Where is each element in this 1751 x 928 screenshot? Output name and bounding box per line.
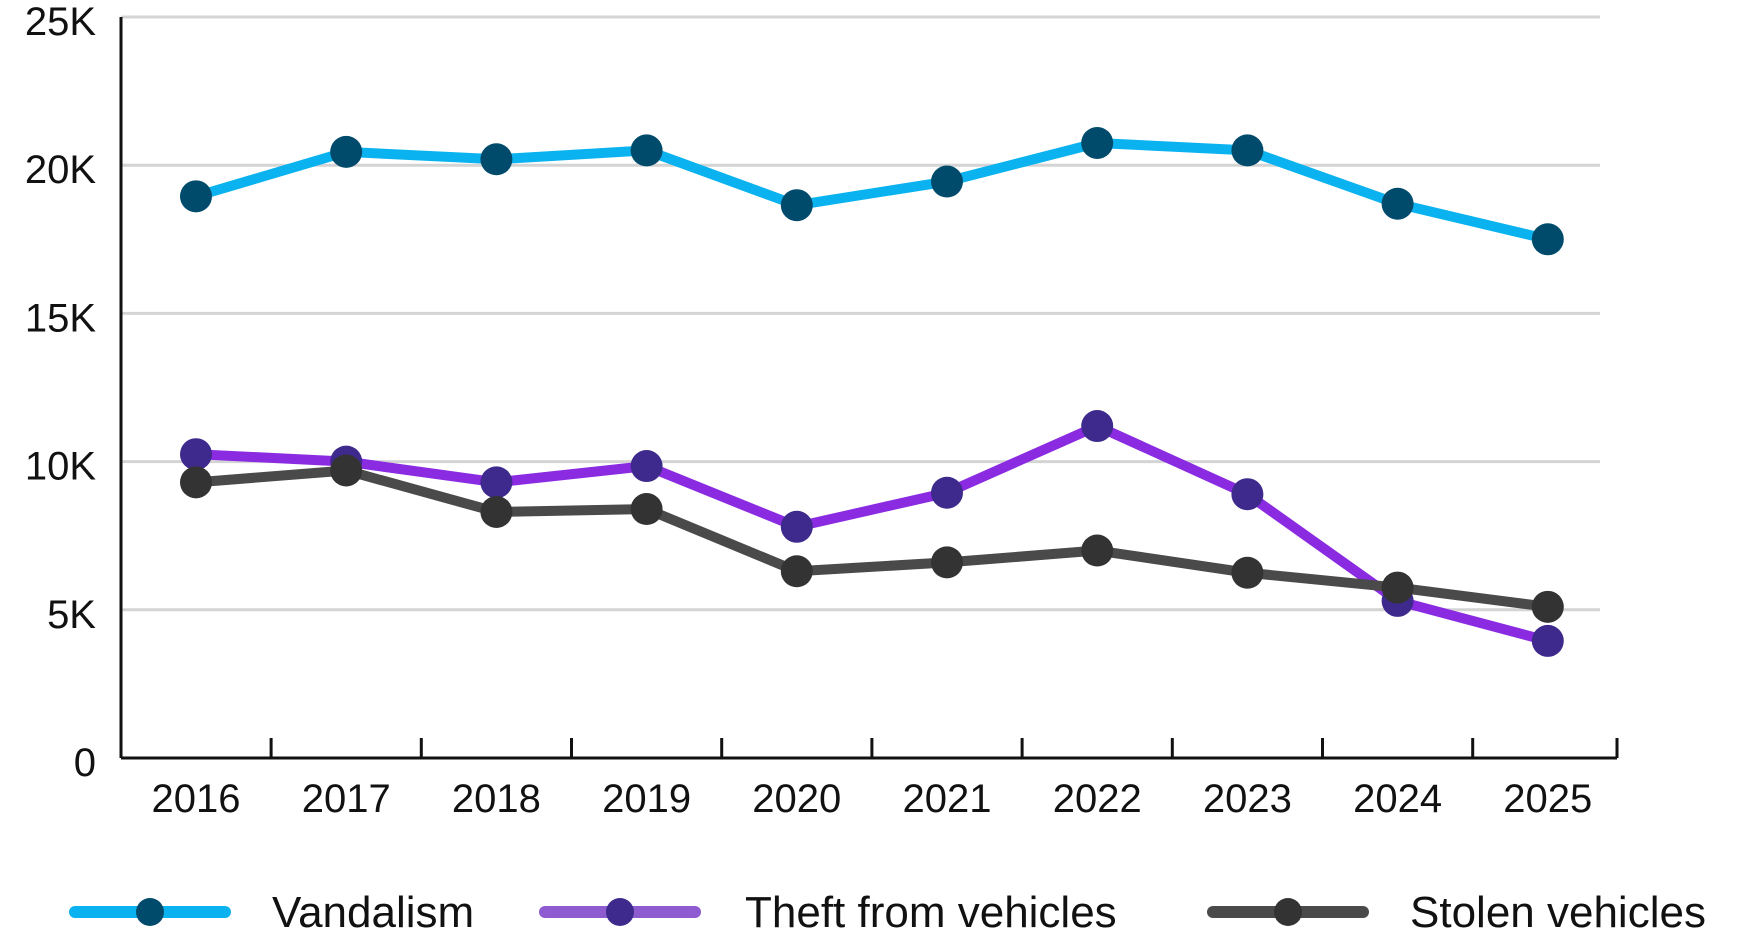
data-point-stolen-vehicles-2016 bbox=[180, 466, 212, 499]
data-point-stolen-vehicles-2017 bbox=[330, 454, 363, 487]
x-tick-label-2019: 2019 bbox=[602, 777, 691, 821]
gridlines bbox=[121, 15, 1600, 612]
data-point-theft-from-vehicles-2020 bbox=[780, 510, 813, 543]
data-point-stolen-vehicles-2022 bbox=[1081, 534, 1114, 567]
x-tick-label-2023: 2023 bbox=[1203, 777, 1292, 821]
data-point-vandalism-2020 bbox=[780, 189, 813, 222]
data-point-stolen-vehicles-2019 bbox=[630, 493, 663, 526]
x-tick-label-2016: 2016 bbox=[152, 777, 241, 821]
series bbox=[180, 126, 1564, 657]
legend: Vandalism Theft from vehicles Stolen vehic… bbox=[69, 888, 1706, 928]
legend-marker-stolen-vehicles bbox=[1274, 898, 1302, 926]
data-point-vandalism-2024 bbox=[1381, 187, 1414, 220]
x-tick-label-2022: 2022 bbox=[1053, 777, 1142, 821]
y-tick-label-5: 25K bbox=[25, 0, 96, 44]
x-tick-label-2025: 2025 bbox=[1503, 777, 1592, 821]
y-tick-label-2: 10K bbox=[25, 445, 96, 489]
data-point-vandalism-2019 bbox=[630, 134, 663, 167]
legend-label-theft-from-vehicles: Theft from vehicles bbox=[745, 888, 1117, 928]
x-tick-label-2020: 2020 bbox=[752, 777, 841, 821]
y-tick-label-0: 0 bbox=[74, 741, 96, 785]
series-line-vandalism bbox=[191, 137, 1553, 245]
data-point-vandalism-2017 bbox=[330, 135, 363, 168]
data-point-theft-from-vehicles-2019 bbox=[630, 450, 663, 483]
data-point-stolen-vehicles-2018 bbox=[480, 495, 513, 528]
data-point-theft-from-vehicles-2023 bbox=[1231, 478, 1264, 511]
y-tick-label-3: 15K bbox=[25, 296, 96, 340]
axes: 0 5K 10K 15K 20K 25K 2016 2017 2018 2019 2020 2021 2… bbox=[25, 0, 1619, 821]
x-tick-label-2018: 2018 bbox=[452, 777, 541, 821]
legend-marker-theft-from-vehicles bbox=[606, 898, 634, 926]
data-point-theft-from-vehicles-2016 bbox=[180, 438, 212, 471]
legend-label-stolen-vehicles: Stolen vehicles bbox=[1410, 888, 1706, 928]
data-point-theft-from-vehicles-2022 bbox=[1081, 410, 1114, 443]
data-point-stolen-vehicles-2020 bbox=[780, 555, 813, 588]
data-point-stolen-vehicles-2021 bbox=[931, 546, 963, 579]
y-tick-label-1: 5K bbox=[47, 593, 96, 637]
data-point-stolen-vehicles-2023 bbox=[1231, 556, 1264, 589]
data-point-vandalism-2021 bbox=[931, 165, 963, 198]
data-point-theft-from-vehicles-2021 bbox=[931, 476, 963, 509]
y-tick-label-4: 20K bbox=[25, 148, 96, 192]
x-tick-label-2017: 2017 bbox=[302, 777, 391, 821]
x-tick-label-2021: 2021 bbox=[903, 777, 992, 821]
data-point-vandalism-2023 bbox=[1231, 134, 1264, 167]
data-point-theft-from-vehicles-2018 bbox=[480, 466, 513, 499]
series-line-theft-from-vehicles bbox=[191, 421, 1553, 646]
data-point-theft-from-vehicles-2025 bbox=[1531, 624, 1564, 657]
x-tick-label-2024: 2024 bbox=[1353, 777, 1442, 821]
data-point-vandalism-2025 bbox=[1531, 223, 1564, 256]
data-point-vandalism-2016 bbox=[180, 180, 212, 213]
series-line-stolen-vehicles bbox=[191, 465, 1553, 612]
legend-label-vandalism: Vandalism bbox=[272, 888, 474, 928]
data-point-vandalism-2018 bbox=[480, 143, 513, 176]
data-point-stolen-vehicles-2025 bbox=[1531, 590, 1564, 623]
legend-marker-vandalism bbox=[136, 898, 164, 926]
data-point-stolen-vehicles-2024 bbox=[1381, 571, 1414, 604]
data-point-vandalism-2022 bbox=[1081, 126, 1114, 159]
